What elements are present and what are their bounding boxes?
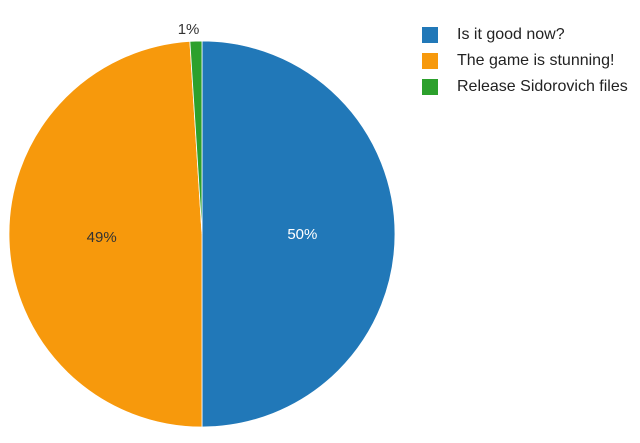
pie-slices xyxy=(8,40,396,428)
legend-label: Release Sidorovich files xyxy=(457,78,628,95)
legend-swatch xyxy=(422,27,438,43)
slice-label: 1% xyxy=(178,21,200,38)
legend-swatch xyxy=(422,53,438,69)
legend-swatch xyxy=(422,79,438,95)
legend-label: Is it good now? xyxy=(457,26,565,43)
slice-label: 50% xyxy=(287,226,317,243)
slice-label: 49% xyxy=(87,229,117,246)
legend-item: Release Sidorovich files xyxy=(422,74,628,100)
pie-slice-labels: 50% 49% 1% xyxy=(87,21,318,246)
legend-item: The game is stunning! xyxy=(422,48,628,74)
chart-legend: Is it good now? The game is stunning! Re… xyxy=(422,22,628,100)
pie-slice xyxy=(201,40,396,428)
legend-item: Is it good now? xyxy=(422,22,628,48)
pie-slice xyxy=(189,40,203,235)
legend-label: The game is stunning! xyxy=(457,52,615,69)
pie-slice xyxy=(8,40,203,428)
